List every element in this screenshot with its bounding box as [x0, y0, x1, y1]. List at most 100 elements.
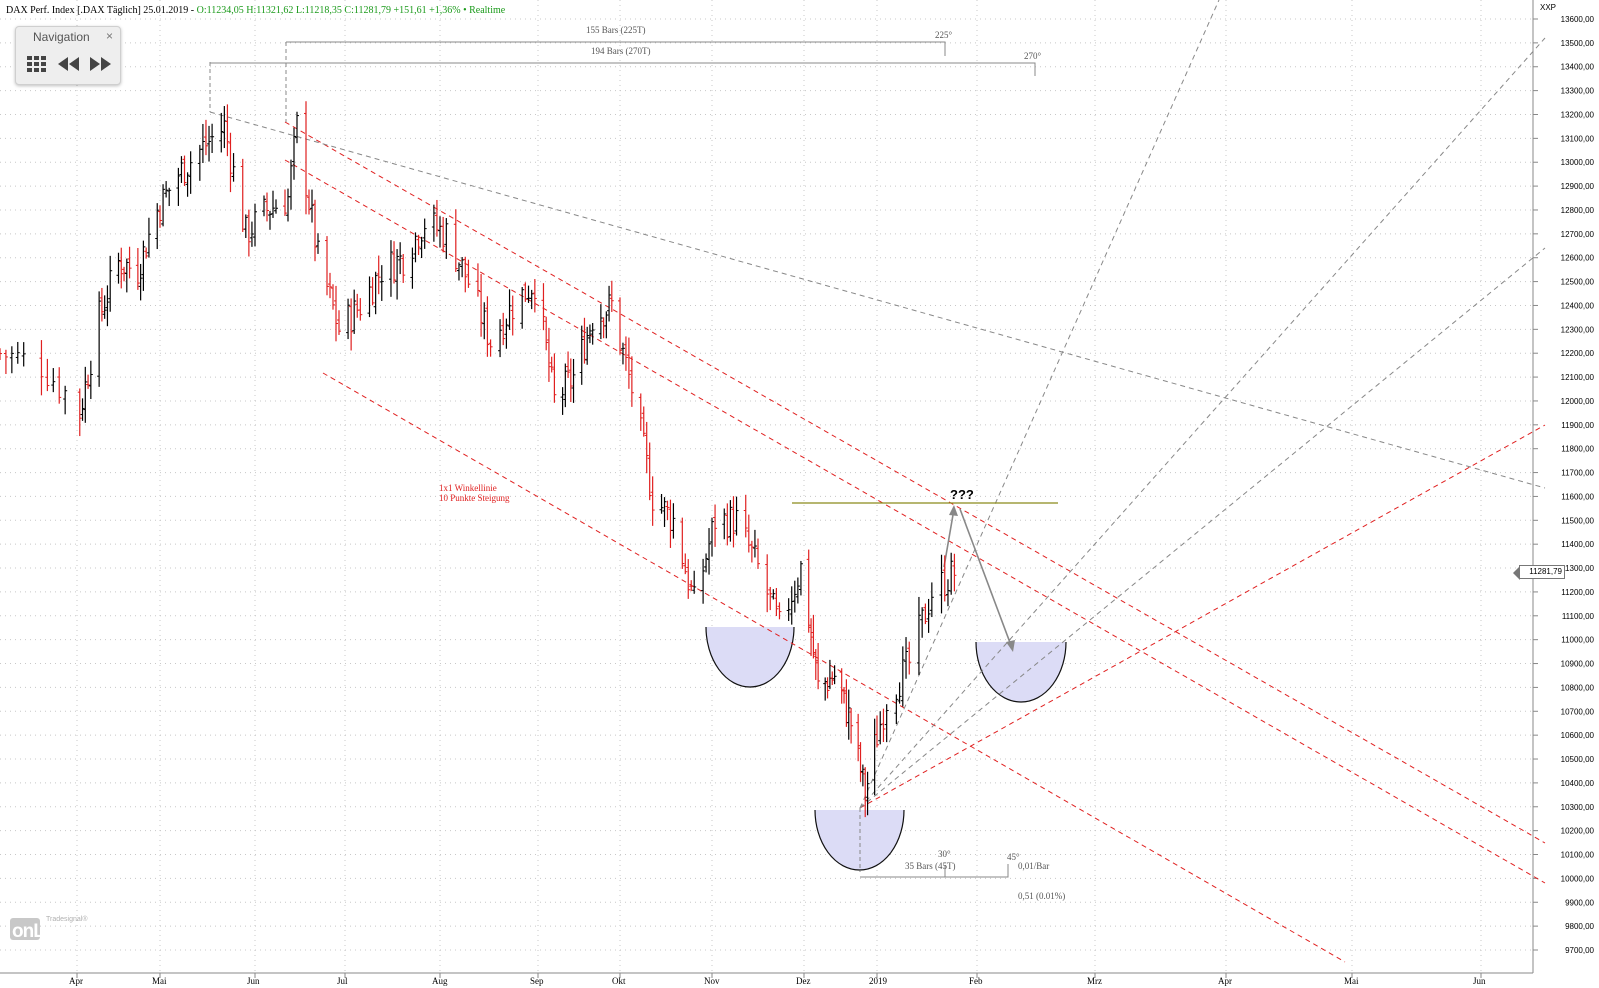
ohlc-bar [544, 316, 549, 351]
ohlc-bar [146, 217, 151, 258]
ohlc-bar [392, 241, 397, 284]
ohlc-bar [222, 106, 227, 149]
ohlc-bar [752, 529, 757, 558]
ohlc-bar [650, 476, 655, 526]
ohlc-bar [475, 263, 480, 297]
ohlc-bar [571, 358, 576, 403]
ohlc-bar [722, 508, 727, 540]
ohlc-bar [568, 358, 573, 403]
ohlc-bar [659, 493, 664, 514]
ohlc-bar [102, 295, 107, 319]
ohlc-bar [923, 603, 928, 625]
logo-top-text: Tradesignal® [46, 915, 88, 923]
y-tick-label: 12400,00 [1561, 301, 1595, 310]
label-winkel-2: 10 Punkte Steigung [439, 493, 510, 503]
ohlc-bar [806, 549, 811, 633]
ohlc-bar [219, 112, 224, 153]
y-tick-label: 11600,00 [1561, 492, 1594, 501]
ohlc-bar [878, 711, 883, 745]
annotations: 155 Bars (225T) 225° 194 Bars (270T) 270… [439, 25, 1065, 901]
y-tick-label: 10500,00 [1561, 755, 1595, 764]
y-tick-label: 10400,00 [1561, 779, 1595, 788]
ohlc-bar [590, 322, 595, 345]
ohlc-bar [792, 580, 797, 613]
x-tick-label: Apr [69, 976, 83, 986]
ohlc-bar [441, 216, 446, 253]
ohlc-bar [598, 304, 603, 340]
ohlc-bar [249, 221, 254, 247]
y-tick-label: 11100,00 [1562, 612, 1595, 621]
bracket-45 [860, 864, 1009, 878]
ohlc-bar [541, 283, 546, 331]
ohlc-bar [292, 127, 296, 180]
close-icon[interactable]: × [105, 29, 113, 43]
ohlc-bar [124, 258, 129, 293]
ohlc-bars [0, 101, 957, 818]
x-tick-label: Dez [796, 976, 811, 986]
ohlc-bar [179, 156, 184, 183]
ohlc-bar [894, 694, 899, 725]
ohlc-bar [419, 236, 424, 259]
y-tick-label: 13400,00 [1561, 63, 1595, 72]
ohlc-bar [334, 285, 338, 342]
ohlc-bar [813, 649, 818, 680]
grid-icon[interactable] [25, 53, 49, 75]
ohlc-bar [127, 246, 132, 279]
ohlc-bar [920, 607, 925, 638]
ohlc-bar [827, 659, 832, 690]
ohlc-bar [644, 421, 649, 474]
fast-forward-icon[interactable] [87, 53, 113, 75]
y-tick-label: 10100,00 [1561, 851, 1595, 860]
ohlc-bar [668, 499, 673, 548]
label-deg-225: 225° [935, 30, 953, 40]
y-tick-label: 11300,00 [1561, 564, 1594, 573]
ohlc-bar [283, 189, 287, 216]
ohlc-bar [161, 184, 166, 227]
ohlc-bar [86, 374, 91, 389]
angle-line-1 [859, 0, 1220, 809]
x-tick-label: Feb [969, 976, 983, 986]
instrument-title: DAX Perf. Index [.DAX Täglich] 25.01.201… [6, 5, 197, 16]
y-tick-label: 12300,00 [1561, 325, 1595, 334]
ohlc-bar [337, 310, 341, 335]
ohlc-bar [210, 123, 215, 153]
ohlc-bar [756, 538, 760, 569]
ohlc-bar [135, 247, 140, 290]
label-per-bar: 0,01/Bar [1018, 861, 1049, 871]
ohlc-bar [138, 263, 143, 301]
ohlc-bar [858, 742, 863, 782]
ohlc-bar [144, 247, 149, 259]
y-tick-label: 9900,00 [1565, 898, 1594, 907]
ohlc-bar [710, 517, 714, 557]
ohlc-bar [379, 265, 384, 301]
ohlc-bar [240, 158, 245, 232]
ohlc-bar [401, 254, 406, 283]
ohlc-bar [939, 554, 944, 614]
label-bars-45: 35 Bars (45T) [905, 861, 956, 871]
ohlc-bar [900, 646, 905, 707]
ohlc-bar [453, 209, 458, 273]
ohlc-bar [604, 311, 609, 339]
y-tick-label: 12500,00 [1561, 278, 1595, 287]
rewind-icon[interactable] [56, 53, 82, 75]
ohlc-bar [875, 715, 879, 748]
ohlc-bar [466, 259, 471, 288]
ohlc-bar [510, 295, 515, 336]
winkel-line [859, 424, 1546, 809]
ohlc-bar [482, 302, 487, 340]
ohlc-bar [231, 153, 236, 182]
ohlc-bar [352, 289, 357, 334]
ohlc-bar [289, 159, 293, 210]
navigation-panel[interactable]: Navigation × [15, 26, 121, 85]
ohlc-bar [45, 358, 50, 392]
ohlc-bar [325, 236, 329, 296]
ohlc-bar [39, 340, 44, 396]
y-tick-label: 10600,00 [1561, 731, 1595, 740]
ohlc-bar [872, 718, 877, 796]
arrowhead-down [1006, 640, 1015, 652]
ohlc-bar [21, 342, 26, 367]
ohlc-bar [881, 708, 886, 743]
ohlc-bar [647, 442, 652, 501]
ohlc-bar [501, 312, 506, 346]
